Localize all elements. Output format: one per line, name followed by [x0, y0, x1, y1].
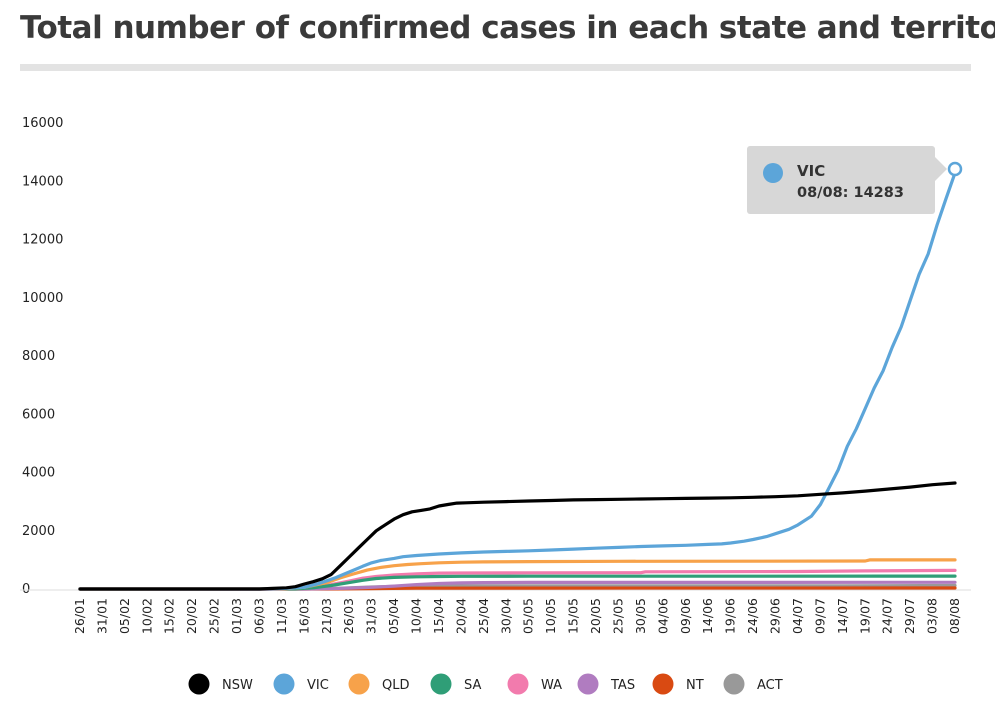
- legend-item-nsw[interactable]: NSW: [188, 673, 253, 695]
- x-tick-label: 29/06: [768, 598, 783, 634]
- legend[interactable]: NSW VIC QLD SA WA TAS NT ACT: [188, 673, 783, 695]
- legend-label: ACT: [757, 678, 783, 693]
- legend-item-qld[interactable]: QLD: [348, 673, 410, 695]
- legend-swatch: [577, 673, 599, 695]
- x-tick-label: 26/03: [341, 598, 356, 634]
- legend-swatch: [430, 673, 452, 695]
- chart-title: Total number of confirmed cases in each …: [20, 10, 995, 46]
- legend-swatch: [273, 673, 295, 695]
- x-tick-label: 01/03: [229, 598, 244, 634]
- x-tick-label: 30/05: [633, 598, 648, 634]
- legend-item-tas[interactable]: TAS: [577, 673, 636, 695]
- x-tick-label: 09/07: [812, 598, 827, 634]
- x-tick-label: 31/01: [94, 598, 109, 634]
- x-tick-label: 05/04: [386, 598, 401, 634]
- x-tick-label: 06/03: [251, 598, 266, 634]
- x-tick-label: 20/04: [453, 598, 468, 634]
- x-tick-label: 15/02: [162, 598, 177, 634]
- y-tick-label: 10000: [22, 291, 63, 306]
- tooltip-series-name: VIC: [797, 162, 825, 180]
- legend-label: NSW: [222, 678, 253, 693]
- x-tick-label: 25/02: [207, 598, 222, 634]
- x-tick-label: 15/04: [431, 598, 446, 634]
- legend-swatch: [507, 673, 529, 695]
- x-tick-label: 19/06: [723, 598, 738, 634]
- y-tick-label: 4000: [22, 466, 55, 481]
- x-tick-label: 09/06: [678, 598, 693, 634]
- series-line-sa[interactable]: [78, 574, 957, 591]
- legend-item-act[interactable]: ACT: [723, 673, 783, 695]
- x-axis: 26/01 31/01 05/02 10/02 15/02 20/02 25/02 01/03…: [20, 589, 971, 634]
- x-tick-label: 20/05: [588, 598, 603, 634]
- x-tick-label: 21/03: [319, 598, 334, 634]
- x-tick-label: 11/03: [274, 598, 289, 634]
- legend-label: QLD: [382, 678, 410, 693]
- x-tick-label: 16/03: [296, 598, 311, 634]
- y-tick-label: 2000: [22, 524, 55, 539]
- x-tick-label: 24/06: [745, 598, 760, 634]
- y-tick-label: 6000: [22, 407, 55, 422]
- x-tick-label: 04/07: [790, 598, 805, 634]
- legend-swatch: [188, 673, 210, 695]
- x-tick-label: 04/06: [655, 598, 670, 634]
- legend-item-wa[interactable]: WA: [507, 673, 563, 695]
- series-line-vic[interactable]: [78, 171, 957, 591]
- legend-swatch: [652, 673, 674, 695]
- legend-item-sa[interactable]: SA: [430, 673, 482, 695]
- x-tick-label: 10/04: [409, 598, 424, 634]
- x-tick-label: 19/07: [857, 598, 872, 634]
- x-tick-label: 10/05: [543, 598, 558, 634]
- legend-label: VIC: [307, 678, 329, 693]
- y-tick-label: 8000: [22, 349, 55, 364]
- y-tick-label: 16000: [22, 116, 63, 131]
- x-tick-label: 26/01: [72, 598, 87, 634]
- series-line-nsw[interactable]: [78, 481, 957, 591]
- legend-label: SA: [464, 678, 481, 693]
- x-tick-label: 05/05: [521, 598, 536, 634]
- tooltip-box: [747, 146, 935, 214]
- x-tick-label: 08/08: [947, 598, 962, 634]
- x-tick-label: 25/04: [476, 598, 491, 634]
- y-tick-label: 12000: [22, 233, 63, 248]
- x-tick-label: 31/03: [364, 598, 379, 634]
- tooltip: VIC 08/08: 14283: [747, 146, 947, 214]
- tooltip-value: 08/08: 14283: [797, 185, 904, 201]
- legend-label: TAS: [610, 678, 635, 693]
- x-tick-label: 03/08: [925, 598, 940, 634]
- legend-swatch: [723, 673, 745, 695]
- x-tick-label: 10/02: [139, 598, 154, 634]
- hover-point[interactable]: [947, 161, 963, 177]
- series-line-qld[interactable]: [78, 558, 957, 591]
- x-tick-label: 30/04: [498, 598, 513, 634]
- title-divider: [20, 64, 971, 71]
- x-tick-label: 05/02: [117, 598, 132, 634]
- x-tick-label: 14/06: [700, 598, 715, 634]
- legend-label: WA: [541, 678, 562, 693]
- legend-item-vic[interactable]: VIC: [273, 673, 329, 695]
- hover-marker: [947, 161, 963, 177]
- series-line-tas[interactable]: [78, 580, 957, 591]
- x-tick-label: 15/05: [566, 598, 581, 634]
- x-tick-label: 24/07: [880, 598, 895, 634]
- x-tick-label: 25/05: [610, 598, 625, 634]
- x-tick-label: 14/07: [835, 598, 850, 634]
- tooltip-pointer: [935, 157, 947, 182]
- series-lines: [78, 171, 957, 591]
- legend-swatch: [348, 673, 370, 695]
- y-tick-label: 14000: [22, 174, 63, 189]
- x-tick-label: 29/07: [902, 598, 917, 634]
- legend-item-nt[interactable]: NT: [652, 673, 704, 695]
- legend-label: NT: [686, 678, 704, 693]
- tooltip-swatch: [763, 163, 783, 183]
- x-tick-label: 20/02: [184, 598, 199, 634]
